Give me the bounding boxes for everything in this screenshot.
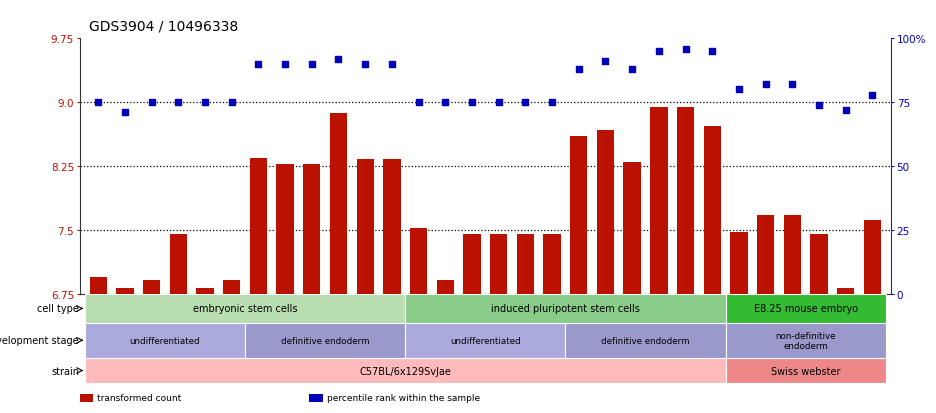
Point	[225, 100, 240, 106]
Text: GDS3904 / 10496338: GDS3904 / 10496338	[89, 19, 238, 33]
Bar	[811, 235, 827, 294]
Text: cell type: cell type	[37, 304, 79, 314]
Bar	[725, 294, 885, 323]
Bar	[725, 323, 885, 358]
Text: transformed count: transformed count	[97, 393, 182, 402]
Bar	[725, 358, 885, 383]
Bar	[303, 164, 320, 294]
Bar	[570, 137, 588, 294]
Bar	[405, 323, 565, 358]
Text: induced pluripotent stem cells: induced pluripotent stem cells	[491, 304, 640, 314]
Bar	[197, 288, 213, 294]
Bar	[490, 235, 507, 294]
Bar	[90, 277, 107, 294]
Point	[839, 107, 854, 114]
Bar	[85, 323, 245, 358]
Point	[678, 46, 693, 53]
Bar	[463, 235, 481, 294]
Bar	[837, 288, 855, 294]
Point	[358, 62, 373, 68]
Point	[144, 100, 159, 106]
Point	[464, 100, 479, 106]
Bar	[410, 229, 427, 294]
Point	[278, 62, 293, 68]
Point	[197, 100, 212, 106]
Bar	[169, 235, 187, 294]
Bar	[143, 280, 160, 294]
Point	[251, 62, 266, 68]
Text: non-definitive
endoderm: non-definitive endoderm	[775, 331, 836, 350]
Bar	[383, 160, 401, 294]
Bar	[757, 215, 774, 294]
Text: undifferentiated: undifferentiated	[130, 336, 200, 345]
Bar	[436, 280, 454, 294]
Point	[812, 102, 826, 109]
Bar	[223, 280, 241, 294]
Text: undifferentiated: undifferentiated	[450, 336, 520, 345]
Bar	[864, 221, 881, 294]
Point	[571, 66, 586, 73]
Point	[331, 56, 346, 63]
Bar	[85, 358, 725, 383]
Point	[651, 49, 666, 55]
Bar	[651, 107, 667, 294]
Text: Swiss webster: Swiss webster	[771, 366, 841, 375]
Text: E8.25 mouse embryo: E8.25 mouse embryo	[753, 304, 857, 314]
Point	[385, 62, 400, 68]
Point	[731, 87, 746, 94]
Bar	[116, 288, 134, 294]
Bar	[623, 163, 641, 294]
Bar	[357, 160, 373, 294]
Bar	[544, 235, 561, 294]
Bar	[80, 394, 93, 403]
Point	[705, 49, 720, 55]
Text: embryonic stem cells: embryonic stem cells	[193, 304, 298, 314]
Point	[545, 100, 560, 106]
Point	[518, 100, 533, 106]
Point	[438, 100, 453, 106]
Bar	[250, 158, 267, 294]
Point	[491, 100, 506, 106]
Bar	[783, 215, 801, 294]
Point	[624, 66, 639, 73]
Text: percentile rank within the sample: percentile rank within the sample	[327, 393, 480, 402]
Text: strain: strain	[51, 366, 79, 375]
Point	[171, 100, 186, 106]
Text: C57BL/6x129SvJae: C57BL/6x129SvJae	[359, 366, 451, 375]
Bar	[329, 114, 347, 294]
Point	[91, 100, 106, 106]
Bar	[245, 323, 405, 358]
Bar	[517, 235, 534, 294]
Bar	[276, 164, 294, 294]
Point	[411, 100, 426, 106]
Bar	[730, 232, 748, 294]
Point	[117, 110, 132, 116]
Text: definitive endoderm: definitive endoderm	[601, 336, 690, 345]
Point	[865, 92, 880, 99]
Text: definitive endoderm: definitive endoderm	[281, 336, 370, 345]
Point	[598, 59, 613, 66]
Bar	[405, 294, 725, 323]
Point	[784, 82, 799, 88]
Point	[758, 82, 773, 88]
Bar	[565, 323, 725, 358]
Text: development stage: development stage	[0, 335, 79, 345]
Bar	[85, 294, 405, 323]
Bar	[310, 394, 323, 403]
Bar	[704, 127, 721, 294]
Point	[304, 62, 319, 68]
Bar	[677, 107, 695, 294]
Bar	[597, 130, 614, 294]
